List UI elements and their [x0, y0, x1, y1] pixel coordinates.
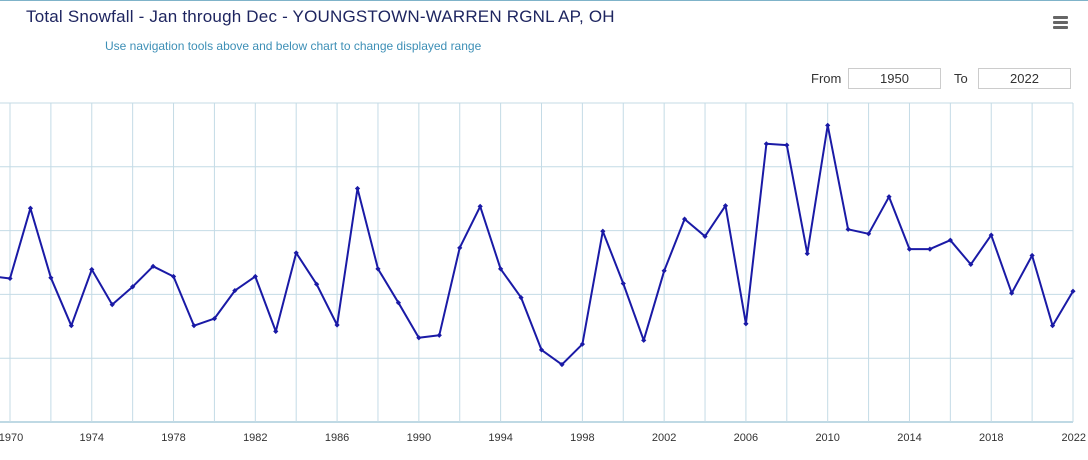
series-line	[0, 124, 1074, 366]
data-point-marker[interactable]	[375, 266, 381, 272]
chart-subtitle: Use navigation tools above and below cha…	[105, 39, 482, 53]
data-point-marker[interactable]	[825, 122, 831, 128]
data-point-marker[interactable]	[416, 335, 422, 341]
x-tick-label: 1986	[325, 432, 349, 444]
x-tick-label: 1978	[161, 432, 185, 444]
data-point-marker[interactable]	[784, 142, 790, 148]
data-point-marker[interactable]	[436, 332, 442, 338]
data-point-marker[interactable]	[804, 250, 810, 257]
data-point-marker[interactable]	[498, 266, 504, 272]
data-point-marker[interactable]	[109, 302, 115, 308]
chart-title: Total Snowfall - Jan through Dec - YOUNG…	[26, 7, 615, 26]
data-point-marker[interactable]	[232, 287, 238, 294]
data-point-marker[interactable]	[150, 263, 156, 269]
data-point-marker[interactable]	[600, 228, 606, 234]
range-to-input[interactable]	[978, 68, 1071, 89]
x-tick-label: 1970	[0, 432, 23, 444]
data-point-marker[interactable]	[211, 316, 218, 322]
data-point-marker[interactable]	[845, 226, 851, 232]
data-point-marker[interactable]	[865, 231, 872, 237]
x-tick-label: 1974	[80, 432, 104, 444]
x-tick-label: 2002	[652, 432, 676, 444]
data-point-marker[interactable]	[354, 185, 361, 192]
data-point-marker[interactable]	[641, 337, 647, 343]
data-point-marker[interactable]	[681, 216, 688, 222]
data-point-marker[interactable]	[1029, 252, 1035, 259]
data-point-marker[interactable]	[273, 328, 279, 335]
data-point-marker[interactable]	[68, 323, 74, 329]
data-point-marker[interactable]	[395, 300, 402, 306]
x-tick-label: 2010	[815, 432, 839, 444]
x-tick-label: 1990	[407, 432, 431, 444]
data-point-marker[interactable]	[947, 237, 953, 243]
x-tick-label: 1982	[243, 432, 267, 444]
data-point-marker[interactable]	[518, 294, 524, 301]
data-point-marker[interactable]	[988, 232, 994, 238]
x-tick-label: 2018	[979, 432, 1003, 444]
data-point-marker[interactable]	[130, 284, 136, 290]
data-point-marker[interactable]	[1070, 288, 1076, 294]
data-point-marker[interactable]	[968, 261, 974, 268]
data-point-marker[interactable]	[927, 246, 933, 252]
x-tick-label: 1994	[488, 432, 512, 444]
data-point-marker[interactable]	[763, 141, 769, 147]
data-point-marker[interactable]	[314, 281, 320, 287]
x-tick-label: 2006	[734, 432, 758, 444]
data-point-marker[interactable]	[559, 361, 565, 368]
x-tick-label: 1998	[570, 432, 594, 444]
data-point-marker[interactable]	[620, 280, 626, 287]
data-point-marker[interactable]	[457, 245, 463, 251]
data-point-marker[interactable]	[1049, 323, 1056, 329]
data-point-marker[interactable]	[886, 194, 892, 200]
data-point-marker[interactable]	[743, 321, 749, 327]
data-point-marker[interactable]	[191, 323, 197, 329]
data-point-marker[interactable]	[661, 268, 667, 274]
data-point-marker[interactable]	[1009, 290, 1015, 296]
data-point-marker[interactable]	[27, 205, 34, 211]
data-point-marker[interactable]	[7, 275, 13, 282]
data-point-marker[interactable]	[538, 347, 545, 353]
chart-top-border	[0, 0, 1088, 1]
data-point-marker[interactable]	[702, 233, 708, 239]
range-to-label: To	[954, 71, 968, 86]
data-point-marker[interactable]	[48, 275, 54, 281]
data-point-marker[interactable]	[906, 246, 913, 252]
range-from-input[interactable]	[848, 68, 941, 89]
data-point-marker[interactable]	[293, 250, 299, 256]
data-point-marker[interactable]	[477, 203, 483, 209]
data-point-marker[interactable]	[579, 341, 585, 347]
x-tick-label: 2022	[1062, 432, 1086, 444]
hamburger-menu-icon[interactable]	[1049, 12, 1071, 32]
data-point-marker[interactable]	[252, 273, 258, 280]
data-point-marker[interactable]	[334, 322, 340, 328]
x-tick-label: 2014	[897, 432, 921, 444]
chart-gridlines	[0, 102, 1074, 423]
data-point-marker[interactable]	[722, 203, 729, 209]
x-axis-tick-labels: 1970 1974 1978 1982 1986 1990 1994 1998 2002 2006…	[0, 432, 1086, 444]
data-point-marker[interactable]	[170, 273, 177, 280]
chart-series	[0, 122, 1076, 368]
data-point-marker[interactable]	[89, 266, 95, 273]
range-from-label: From	[811, 71, 842, 86]
